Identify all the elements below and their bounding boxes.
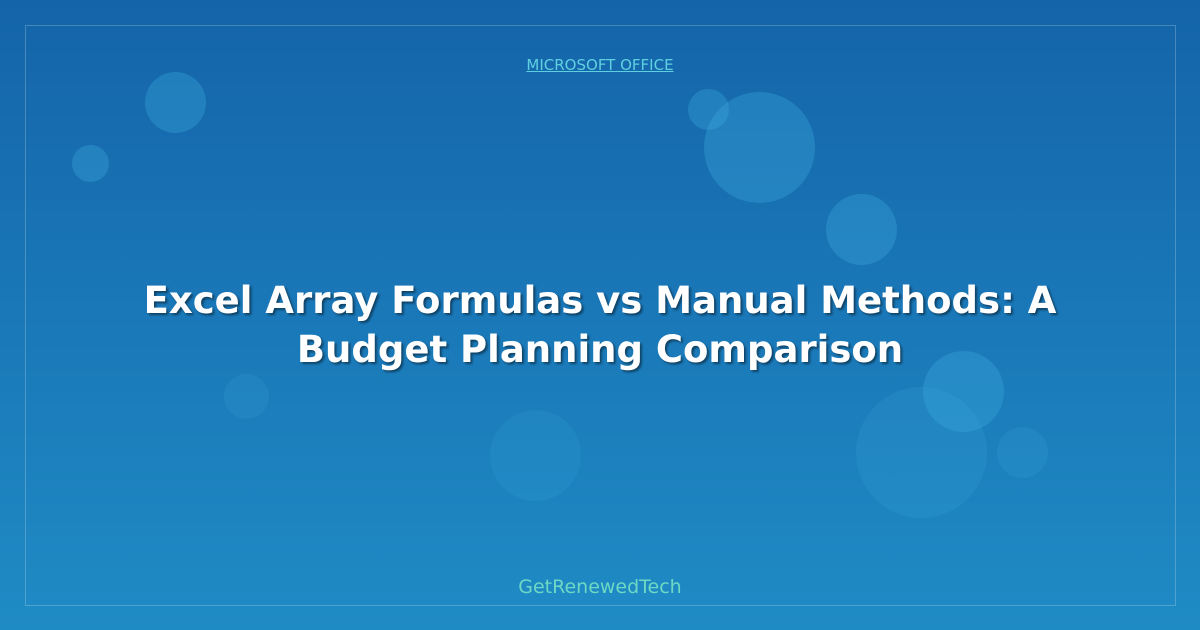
decorative-circle	[997, 427, 1048, 478]
page-title: Excel Array Formulas vs Manual Methods: …	[143, 279, 1057, 371]
decorative-circle	[704, 92, 815, 203]
border-frame	[25, 25, 1176, 606]
category-link[interactable]: MICROSOFT OFFICE	[526, 56, 674, 74]
decorative-circle	[224, 374, 269, 419]
decorative-circle	[826, 194, 897, 265]
decorative-circle	[923, 351, 1004, 432]
decorative-circle	[688, 89, 729, 130]
decorative-circle	[490, 410, 581, 501]
decorative-circle	[856, 387, 987, 518]
decorative-circle	[72, 145, 109, 182]
brand-name: GetRenewedTech	[518, 576, 682, 598]
decorative-circle	[145, 72, 206, 133]
